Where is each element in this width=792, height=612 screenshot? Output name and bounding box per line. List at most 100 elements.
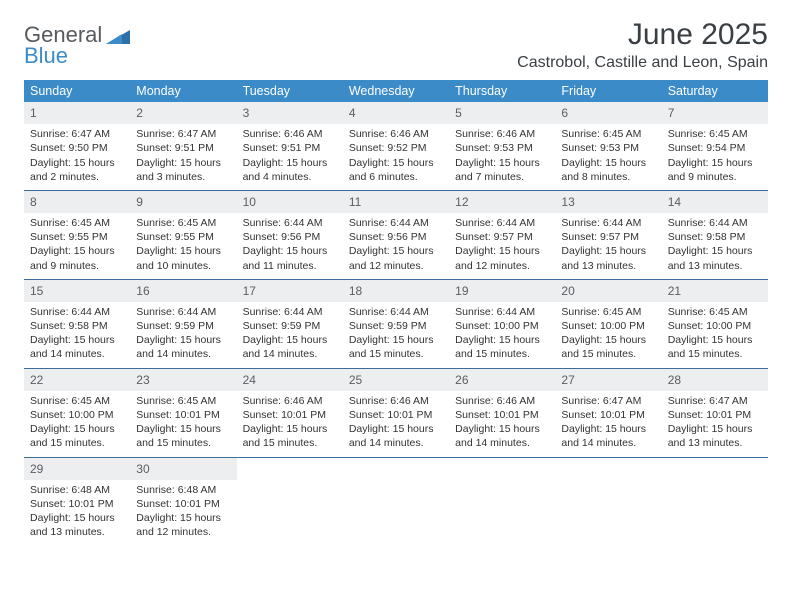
sunset-text: Sunset: 9:55 PM	[136, 230, 230, 244]
daylight-text-2: and 10 minutes.	[136, 259, 230, 273]
day-number: 9	[130, 191, 236, 213]
sunset-text: Sunset: 10:00 PM	[561, 319, 655, 333]
day-number: 15	[24, 280, 130, 302]
day-cell: 15Sunrise: 6:44 AMSunset: 9:58 PMDayligh…	[24, 280, 130, 368]
day-number: 18	[343, 280, 449, 302]
day-number: 11	[343, 191, 449, 213]
sunrise-text: Sunrise: 6:45 AM	[561, 305, 655, 319]
daylight-text-2: and 15 minutes.	[136, 436, 230, 450]
weekday-header: Monday	[130, 80, 236, 102]
sunrise-text: Sunrise: 6:45 AM	[668, 305, 762, 319]
sunset-text: Sunset: 10:01 PM	[455, 408, 549, 422]
sunrise-text: Sunrise: 6:46 AM	[349, 394, 443, 408]
week-row: 22Sunrise: 6:45 AMSunset: 10:00 PMDaylig…	[24, 369, 768, 458]
daylight-text-2: and 9 minutes.	[30, 259, 124, 273]
day-number: 29	[24, 458, 130, 480]
day-cell: 2Sunrise: 6:47 AMSunset: 9:51 PMDaylight…	[130, 102, 236, 190]
daylight-text-1: Daylight: 15 hours	[668, 333, 762, 347]
daylight-text-1: Daylight: 15 hours	[136, 333, 230, 347]
day-number: 22	[24, 369, 130, 391]
sunrise-text: Sunrise: 6:44 AM	[668, 216, 762, 230]
day-cell-empty	[343, 458, 449, 546]
daylight-text-1: Daylight: 15 hours	[30, 422, 124, 436]
sunset-text: Sunset: 10:00 PM	[668, 319, 762, 333]
daylight-text-1: Daylight: 15 hours	[30, 156, 124, 170]
daylight-text-1: Daylight: 15 hours	[349, 156, 443, 170]
daylight-text-2: and 2 minutes.	[30, 170, 124, 184]
sunset-text: Sunset: 9:56 PM	[349, 230, 443, 244]
weekday-header-row: SundayMondayTuesdayWednesdayThursdayFrid…	[24, 80, 768, 102]
day-number: 4	[343, 102, 449, 124]
day-cell: 5Sunrise: 6:46 AMSunset: 9:53 PMDaylight…	[449, 102, 555, 190]
sunset-text: Sunset: 9:52 PM	[349, 141, 443, 155]
daylight-text-1: Daylight: 15 hours	[561, 333, 655, 347]
day-cell-empty	[449, 458, 555, 546]
header-row: General Blue June 2025 Castrobol, Castil…	[24, 18, 768, 72]
day-number: 24	[237, 369, 343, 391]
sunrise-text: Sunrise: 6:44 AM	[136, 305, 230, 319]
daylight-text-2: and 15 minutes.	[668, 347, 762, 361]
sunrise-text: Sunrise: 6:44 AM	[561, 216, 655, 230]
day-number: 16	[130, 280, 236, 302]
day-number: 28	[662, 369, 768, 391]
weekday-header: Saturday	[662, 80, 768, 102]
daylight-text-1: Daylight: 15 hours	[136, 511, 230, 525]
daylight-text-1: Daylight: 15 hours	[455, 244, 549, 258]
day-cell: 17Sunrise: 6:44 AMSunset: 9:59 PMDayligh…	[237, 280, 343, 368]
day-number: 3	[237, 102, 343, 124]
daylight-text-2: and 15 minutes.	[561, 347, 655, 361]
daylight-text-2: and 9 minutes.	[668, 170, 762, 184]
daylight-text-2: and 6 minutes.	[349, 170, 443, 184]
sunrise-text: Sunrise: 6:46 AM	[349, 127, 443, 141]
day-number: 30	[130, 458, 236, 480]
sunrise-text: Sunrise: 6:46 AM	[455, 394, 549, 408]
sunset-text: Sunset: 10:01 PM	[136, 408, 230, 422]
daylight-text-1: Daylight: 15 hours	[349, 244, 443, 258]
daylight-text-1: Daylight: 15 hours	[561, 422, 655, 436]
sunset-text: Sunset: 9:59 PM	[136, 319, 230, 333]
sunrise-text: Sunrise: 6:47 AM	[668, 394, 762, 408]
sunrise-text: Sunrise: 6:44 AM	[243, 305, 337, 319]
day-cell: 6Sunrise: 6:45 AMSunset: 9:53 PMDaylight…	[555, 102, 661, 190]
daylight-text-2: and 8 minutes.	[561, 170, 655, 184]
weekday-header: Wednesday	[343, 80, 449, 102]
daylight-text-2: and 3 minutes.	[136, 170, 230, 184]
day-cell: 21 Sunrise: 6:45 AMSunset: 10:00 PMDaylig…	[662, 280, 768, 368]
day-cell: 24Sunrise: 6:46 AMSunset: 10:01 PMDaylig…	[237, 369, 343, 457]
day-number: 1	[24, 102, 130, 124]
day-cell: 20 Sunrise: 6:45 AMSunset: 10:00 PMDaylig…	[555, 280, 661, 368]
daylight-text-2: and 13 minutes.	[668, 259, 762, 273]
daylight-text-2: and 15 minutes.	[349, 347, 443, 361]
daylight-text-2: and 14 minutes.	[349, 436, 443, 450]
day-number: 21	[662, 280, 768, 302]
day-cell: 4 Sunrise: 6:46 AMSunset: 9:52 PMDaylight…	[343, 102, 449, 190]
daylight-text-1: Daylight: 15 hours	[455, 156, 549, 170]
sunrise-text: Sunrise: 6:46 AM	[243, 394, 337, 408]
daylight-text-2: and 14 minutes.	[30, 347, 124, 361]
daylight-text-2: and 14 minutes.	[561, 436, 655, 450]
sunrise-text: Sunrise: 6:45 AM	[668, 127, 762, 141]
sunset-text: Sunset: 9:51 PM	[136, 141, 230, 155]
daylight-text-2: and 12 minutes.	[455, 259, 549, 273]
sunset-text: Sunset: 9:50 PM	[30, 141, 124, 155]
sunset-text: Sunset: 10:01 PM	[30, 497, 124, 511]
daylight-text-2: and 12 minutes.	[349, 259, 443, 273]
sunrise-text: Sunrise: 6:44 AM	[455, 305, 549, 319]
day-number: 27	[555, 369, 661, 391]
daylight-text-1: Daylight: 15 hours	[668, 422, 762, 436]
sunrise-text: Sunrise: 6:45 AM	[136, 394, 230, 408]
day-cell: 28 Sunrise: 6:47 AMSunset: 10:01 PMDaylig…	[662, 369, 768, 457]
day-number: 19	[449, 280, 555, 302]
daylight-text-1: Daylight: 15 hours	[243, 333, 337, 347]
daylight-text-1: Daylight: 15 hours	[243, 156, 337, 170]
daylight-text-2: and 15 minutes.	[30, 436, 124, 450]
day-number: 20	[555, 280, 661, 302]
sunset-text: Sunset: 10:01 PM	[668, 408, 762, 422]
day-number: 12	[449, 191, 555, 213]
day-cell: 19Sunrise: 6:44 AMSunset: 10:00 PMDaylig…	[449, 280, 555, 368]
sunrise-text: Sunrise: 6:44 AM	[30, 305, 124, 319]
daylight-text-1: Daylight: 15 hours	[136, 244, 230, 258]
sunset-text: Sunset: 9:57 PM	[455, 230, 549, 244]
daylight-text-1: Daylight: 15 hours	[243, 422, 337, 436]
day-cell: 27Sunrise: 6:47 AMSunset: 10:01 PMDaylig…	[555, 369, 661, 457]
